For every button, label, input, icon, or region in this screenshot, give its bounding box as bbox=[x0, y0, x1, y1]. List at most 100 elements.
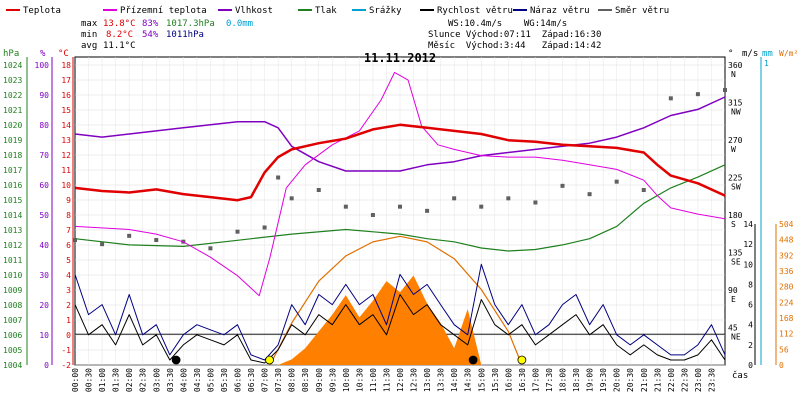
stat-max-rain: 0.0mm bbox=[226, 19, 253, 29]
dir-tick-name: SE bbox=[731, 258, 741, 267]
dir-tick-label: 315 bbox=[728, 99, 743, 108]
ms-tick-label: 0 bbox=[748, 361, 753, 370]
wind-direction-dot bbox=[614, 179, 619, 184]
temp-tick-label: 6 bbox=[66, 241, 71, 250]
temp-axis-label: °C bbox=[58, 49, 69, 59]
wind-direction-dot bbox=[127, 233, 132, 238]
x-tick-label: 05:30 bbox=[220, 368, 229, 392]
wind-direction-dot bbox=[668, 96, 673, 101]
x-tick-label: 14:00 bbox=[450, 368, 459, 392]
hpa-tick-label: 1016 bbox=[3, 181, 22, 190]
hpa-tick-label: 1008 bbox=[3, 301, 22, 310]
hpa-tick-label: 1010 bbox=[3, 271, 22, 280]
x-tick-label: 22:00 bbox=[667, 368, 676, 392]
legend-label: Rychlost větru bbox=[437, 6, 513, 16]
temp-tick-label: 0 bbox=[66, 331, 71, 340]
stat-max-temp: 13.8°C bbox=[103, 19, 136, 29]
hpa-tick-label: 1019 bbox=[3, 136, 22, 145]
wm2-axis-label: W/m² bbox=[779, 49, 798, 58]
stat-avg-label: avg bbox=[81, 41, 97, 51]
legend-label: Přízemní teplota bbox=[120, 6, 207, 16]
stat-min-temp: 8.2°C bbox=[106, 30, 133, 40]
temp-tick-label: 18 bbox=[61, 61, 71, 70]
temp-tick-label: 2 bbox=[66, 301, 71, 310]
pct-axis-label: % bbox=[40, 49, 46, 59]
stat-max-hum: 83% bbox=[142, 19, 159, 29]
x-tick-label: 17:30 bbox=[545, 368, 554, 392]
hpa-tick-label: 1007 bbox=[3, 316, 22, 325]
wm2-tick-label: 0 bbox=[779, 361, 784, 370]
x-axis: 00:00 00:30 01:00 01:30 02:00 02:30 03:00 03:30… bbox=[71, 368, 748, 392]
x-tick-label: 12:30 bbox=[410, 368, 419, 392]
pct-tick-label: 40 bbox=[39, 241, 49, 250]
dir-tick-name: N bbox=[731, 70, 736, 79]
axes: hPa% °C1024102310221021102010191018101710… bbox=[3, 49, 798, 370]
mm-tick-label: 1 bbox=[764, 59, 769, 68]
wind-direction-dot bbox=[695, 92, 700, 97]
x-tick-label: 00:00 bbox=[71, 368, 80, 392]
x-tick-label: 21:00 bbox=[640, 368, 649, 392]
x-tick-label: 20:30 bbox=[626, 368, 635, 392]
wm2-tick-label: 224 bbox=[779, 298, 794, 307]
wm2-tick-label: 112 bbox=[779, 330, 794, 339]
plot-area bbox=[73, 71, 727, 366]
stat-min-label: min bbox=[81, 30, 97, 40]
x-tick-label: 11:00 bbox=[369, 368, 378, 392]
legend-label: Náraz větru bbox=[530, 6, 590, 16]
x-tick-label: 16:00 bbox=[504, 368, 513, 392]
ms-axis-label: m/s bbox=[742, 49, 758, 59]
wind-direction-dot bbox=[262, 225, 267, 230]
legend-label: Srážky bbox=[369, 6, 402, 16]
temp-tick-label: 3 bbox=[66, 286, 71, 295]
sunrise-marker bbox=[265, 355, 274, 365]
x-tick-label: 07:30 bbox=[274, 368, 283, 392]
hpa-tick-label: 1014 bbox=[3, 211, 22, 220]
mm-axis-label: mm bbox=[762, 49, 773, 59]
dir-tick-label: 135 bbox=[728, 249, 743, 258]
temp-tick-label: 12 bbox=[61, 151, 71, 160]
solar-radiation-area bbox=[278, 275, 482, 365]
dir-tick-label: 360 bbox=[728, 61, 743, 70]
wm2-tick-label: 336 bbox=[779, 267, 794, 276]
pct-tick-label: 0 bbox=[44, 361, 49, 370]
wind-direction-dot bbox=[587, 192, 592, 197]
wm2-tick-label: 168 bbox=[779, 314, 794, 323]
temp-tick-label: 13 bbox=[61, 136, 71, 145]
hpa-tick-label: 1017 bbox=[3, 166, 22, 175]
x-tick-label: 02:30 bbox=[139, 368, 148, 392]
x-tick-label: 13:30 bbox=[437, 368, 446, 392]
hpa-tick-label: 1011 bbox=[3, 256, 22, 265]
dir-tick-name: S bbox=[731, 220, 736, 229]
pct-tick-label: 20 bbox=[39, 301, 49, 310]
wind-direction-dot bbox=[479, 204, 484, 209]
wind-direction-dot bbox=[723, 88, 727, 92]
hpa-tick-label: 1012 bbox=[3, 241, 22, 250]
x-tick-label: 01:30 bbox=[112, 368, 121, 392]
x-tick-label: 02:00 bbox=[125, 368, 134, 392]
x-tick-label: 14:30 bbox=[464, 368, 473, 392]
pct-tick-label: 100 bbox=[35, 61, 50, 70]
x-tick-label: 03:00 bbox=[152, 368, 161, 392]
wind-direction-dot bbox=[316, 188, 321, 192]
wind-direction-dot bbox=[276, 175, 281, 180]
x-tick-label: 08:30 bbox=[301, 368, 310, 392]
x-tick-label: 10:30 bbox=[355, 368, 364, 392]
wind-speed-line bbox=[74, 294, 726, 364]
x-tick-label: 09:00 bbox=[315, 368, 324, 392]
x-tick-label: 16:30 bbox=[518, 368, 527, 392]
dir-tick-name: NE bbox=[731, 333, 741, 342]
dir-tick-label: 270 bbox=[728, 136, 743, 145]
x-tick-label: 22:30 bbox=[680, 368, 689, 392]
wm2-tick-label: 504 bbox=[779, 220, 794, 229]
ms-tick-label: 10 bbox=[743, 260, 753, 269]
ms-tick-label: 4 bbox=[748, 321, 753, 330]
temp-tick-label: 1 bbox=[66, 316, 71, 325]
stats-panel: max 13.8°C 83% 1017.3hPa 0.0mm min 8.2°C… bbox=[81, 19, 601, 51]
grid bbox=[75, 57, 725, 366]
wind-direction-dot bbox=[370, 213, 375, 217]
wind-direction-dot bbox=[235, 229, 240, 234]
x-tick-label: 18:30 bbox=[572, 368, 581, 392]
hpa-tick-label: 1024 bbox=[3, 61, 22, 70]
wind-direction-dot bbox=[208, 246, 213, 251]
temp-tick-label: -1 bbox=[61, 346, 71, 355]
